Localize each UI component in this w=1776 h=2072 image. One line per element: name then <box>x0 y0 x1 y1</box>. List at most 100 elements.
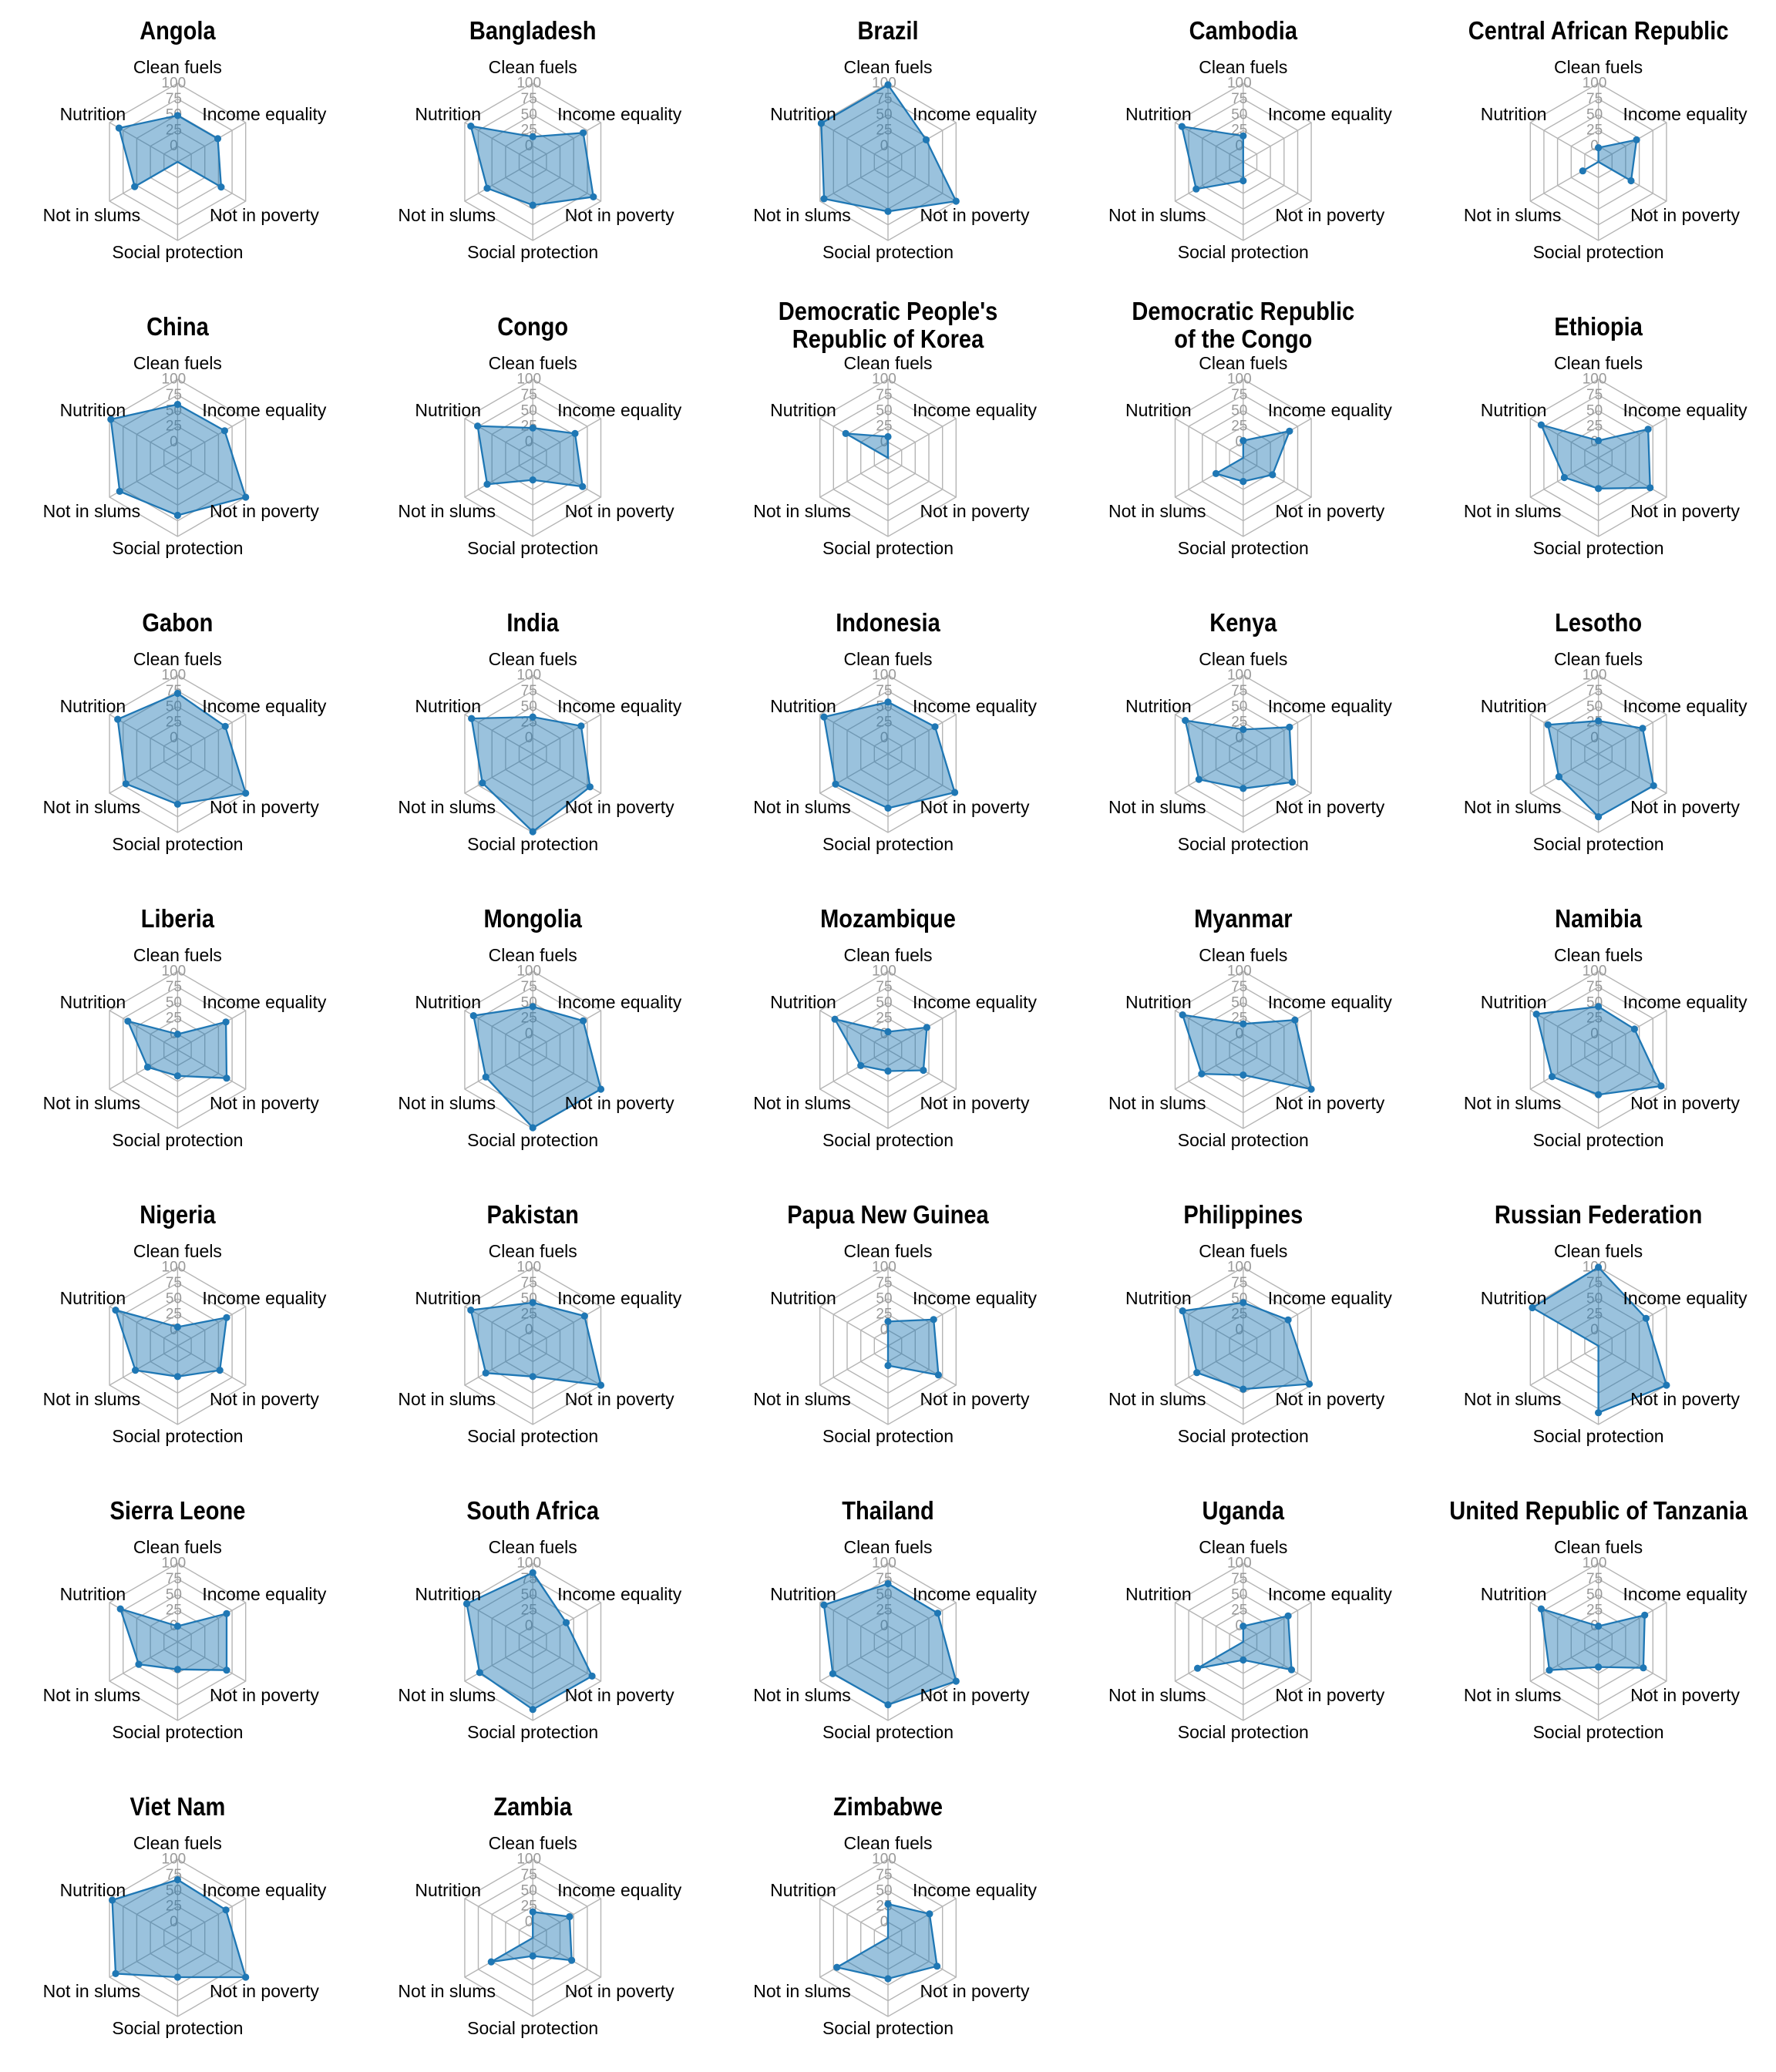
svg-text:Democratic Republic: Democratic Republic <box>1132 297 1354 325</box>
svg-text:Congo: Congo <box>497 312 568 341</box>
svg-text:Income equality: Income equality <box>1623 1584 1748 1604</box>
svg-text:Social protection: Social protection <box>467 538 598 558</box>
svg-text:75: 75 <box>166 1571 182 1587</box>
svg-text:Not in poverty: Not in poverty <box>210 1093 319 1113</box>
svg-text:0: 0 <box>170 1914 178 1930</box>
svg-text:Social protection: Social protection <box>112 1130 243 1150</box>
svg-text:Nutrition: Nutrition <box>770 696 836 716</box>
svg-text:0: 0 <box>170 1618 178 1634</box>
svg-text:Social protection: Social protection <box>822 538 954 558</box>
svg-text:Not in poverty: Not in poverty <box>920 205 1030 225</box>
svg-text:25: 25 <box>166 419 182 435</box>
svg-text:0: 0 <box>525 434 533 450</box>
svg-text:Clean fuels: Clean fuels <box>133 1833 222 1853</box>
svg-text:India: India <box>506 608 559 637</box>
svg-text:100: 100 <box>516 76 541 92</box>
svg-text:Not in slums: Not in slums <box>1108 205 1206 225</box>
svg-text:Social protection: Social protection <box>1178 538 1309 558</box>
svg-text:Not in poverty: Not in poverty <box>210 1685 319 1705</box>
svg-text:Clean fuels: Clean fuels <box>489 353 577 373</box>
svg-text:100: 100 <box>1583 372 1607 388</box>
svg-text:Nutrition: Nutrition <box>770 104 836 124</box>
svg-text:100: 100 <box>1583 964 1607 980</box>
svg-text:75: 75 <box>521 1867 537 1883</box>
svg-text:100: 100 <box>1227 76 1252 92</box>
svg-text:Nutrition: Nutrition <box>415 1288 481 1308</box>
svg-text:Nutrition: Nutrition <box>60 400 126 420</box>
svg-text:Social protection: Social protection <box>1533 538 1664 558</box>
svg-text:Mongolia: Mongolia <box>483 904 582 933</box>
svg-text:Income equality: Income equality <box>913 1584 1038 1604</box>
svg-text:Social protection: Social protection <box>822 1130 954 1150</box>
svg-text:50: 50 <box>166 1882 182 1899</box>
svg-text:Not in slums: Not in slums <box>1108 1389 1206 1409</box>
svg-text:Income equality: Income equality <box>913 400 1038 420</box>
svg-text:Liberia: Liberia <box>141 904 215 933</box>
svg-text:Not in slums: Not in slums <box>43 1093 141 1113</box>
svg-text:Social protection: Social protection <box>467 1722 598 1742</box>
svg-text:Not in slums: Not in slums <box>1108 501 1206 521</box>
svg-text:Uganda: Uganda <box>1202 1496 1285 1525</box>
svg-text:Namibia: Namibia <box>1555 904 1643 933</box>
svg-text:50: 50 <box>1231 106 1247 123</box>
svg-text:Cambodia: Cambodia <box>1189 16 1298 45</box>
svg-text:Sierra Leone: Sierra Leone <box>109 1496 245 1525</box>
svg-text:100: 100 <box>516 372 541 388</box>
svg-text:0: 0 <box>1236 434 1244 450</box>
svg-text:Income equality: Income equality <box>202 992 327 1012</box>
svg-text:50: 50 <box>521 1586 537 1603</box>
svg-text:Nutrition: Nutrition <box>770 992 836 1012</box>
svg-text:Clean fuels: Clean fuels <box>1554 1241 1643 1261</box>
svg-text:Not in slums: Not in slums <box>1108 1685 1206 1705</box>
svg-text:75: 75 <box>1586 1571 1603 1587</box>
svg-text:Nutrition: Nutrition <box>60 1288 126 1308</box>
svg-text:Nutrition: Nutrition <box>415 1880 481 1900</box>
svg-text:0: 0 <box>1590 1618 1599 1634</box>
svg-text:Nutrition: Nutrition <box>1125 104 1192 124</box>
svg-text:25: 25 <box>1586 1307 1603 1323</box>
svg-text:50: 50 <box>521 698 537 715</box>
svg-text:0: 0 <box>1236 1618 1244 1634</box>
svg-text:100: 100 <box>872 1556 896 1572</box>
svg-text:100: 100 <box>516 1556 541 1572</box>
svg-text:75: 75 <box>166 979 182 995</box>
svg-text:Income equality: Income equality <box>1623 1288 1748 1308</box>
svg-text:100: 100 <box>162 1556 187 1572</box>
svg-text:Clean fuels: Clean fuels <box>1554 1537 1643 1557</box>
svg-text:75: 75 <box>166 91 182 107</box>
svg-text:0: 0 <box>525 1914 533 1930</box>
svg-text:75: 75 <box>876 979 892 995</box>
svg-text:Thailand: Thailand <box>842 1496 933 1525</box>
svg-text:Income equality: Income equality <box>913 1288 1038 1308</box>
svg-text:100: 100 <box>162 668 187 684</box>
svg-text:50: 50 <box>166 698 182 715</box>
svg-text:Clean fuels: Clean fuels <box>843 1833 932 1853</box>
svg-text:Not in slums: Not in slums <box>43 1389 141 1409</box>
svg-text:50: 50 <box>1231 402 1247 419</box>
svg-text:100: 100 <box>1227 1556 1252 1572</box>
svg-text:Clean fuels: Clean fuels <box>489 57 577 77</box>
svg-text:Social protection: Social protection <box>1178 1130 1309 1150</box>
svg-text:Pakistan: Pakistan <box>486 1200 578 1229</box>
svg-text:Clean fuels: Clean fuels <box>133 1537 222 1557</box>
svg-text:75: 75 <box>876 91 892 107</box>
svg-text:Clean fuels: Clean fuels <box>1554 57 1643 77</box>
svg-text:Social protection: Social protection <box>467 1130 598 1150</box>
svg-text:Social protection: Social protection <box>112 834 243 854</box>
svg-text:Ethiopia: Ethiopia <box>1554 312 1643 341</box>
svg-text:Income equality: Income equality <box>202 696 327 716</box>
svg-text:50: 50 <box>876 1882 892 1899</box>
svg-text:Nutrition: Nutrition <box>1125 1288 1192 1308</box>
svg-text:Social protection: Social protection <box>1533 1130 1664 1150</box>
svg-text:75: 75 <box>521 979 537 995</box>
svg-text:50: 50 <box>1586 402 1603 419</box>
svg-text:Not in slums: Not in slums <box>1108 797 1206 817</box>
svg-text:25: 25 <box>876 123 892 139</box>
svg-text:Social protection: Social protection <box>112 1426 243 1446</box>
svg-text:100: 100 <box>1227 668 1252 684</box>
svg-text:0: 0 <box>1590 1026 1599 1042</box>
svg-text:0: 0 <box>525 138 533 154</box>
svg-text:Social protection: Social protection <box>822 1426 954 1446</box>
svg-text:Not in poverty: Not in poverty <box>1630 1685 1740 1705</box>
svg-text:Clean fuels: Clean fuels <box>489 649 577 669</box>
